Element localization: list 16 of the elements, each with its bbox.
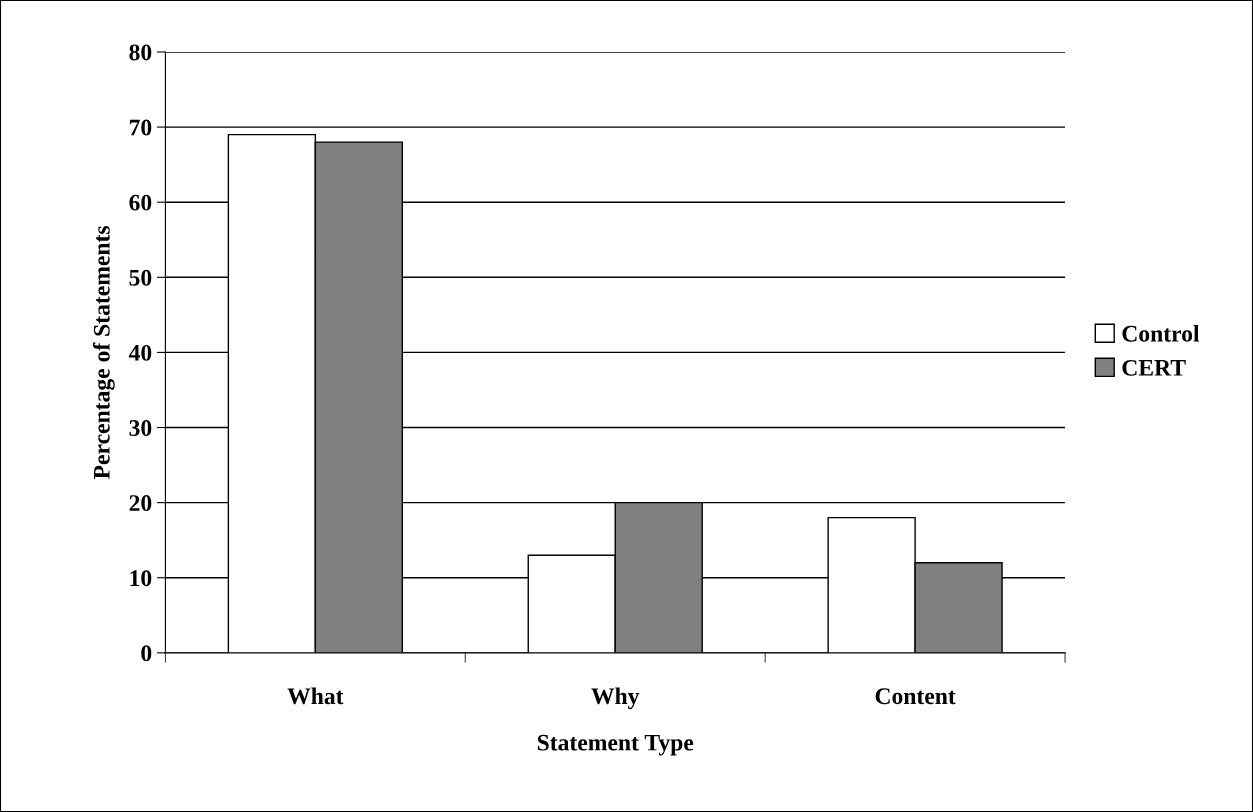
x-tick-label: What <box>287 687 344 705</box>
x-tick-label: Content <box>875 688 956 705</box>
legend-label: CERT <box>1122 359 1186 376</box>
y-tick-label: 30 <box>129 420 152 436</box>
y-tick-label: 60 <box>129 194 152 211</box>
y-tick-label: 10 <box>130 570 152 587</box>
y-tick-label: 20 <box>129 495 152 512</box>
y-axis-title: Percentage of Statements <box>92 226 115 479</box>
legend-label: Control <box>1122 325 1200 342</box>
y-tick-label: 0 <box>141 645 152 662</box>
y-tick-label: 80 <box>129 44 152 61</box>
y-tick-label: 50 <box>129 269 152 286</box>
y-tick-label: 40 <box>128 344 152 361</box>
x-axis-title: Statement Type <box>537 734 694 756</box>
x-tick-label: Why <box>591 687 640 710</box>
y-tick-label: 70 <box>129 119 152 136</box>
